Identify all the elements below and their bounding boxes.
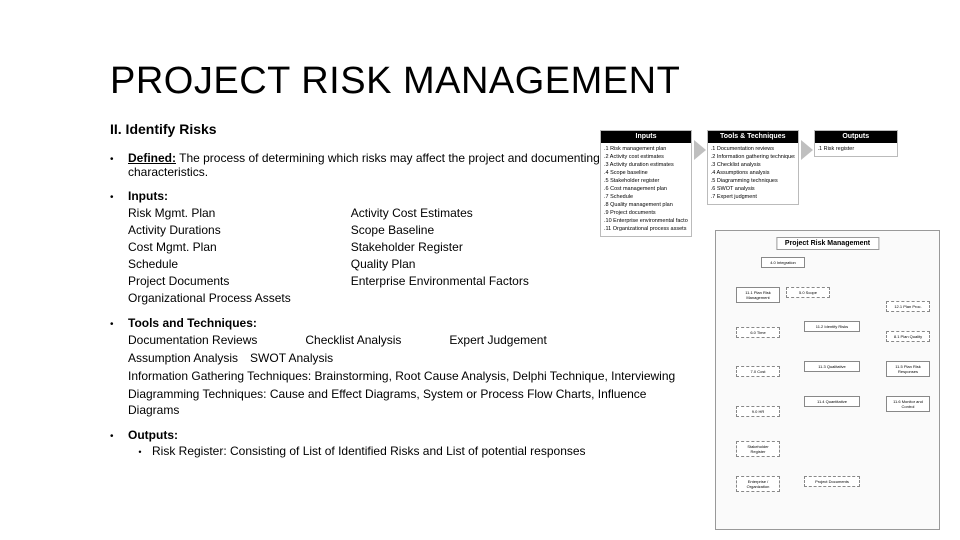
outputs-item: Risk Register: Consisting of List of Ide… <box>152 444 586 458</box>
page-title: PROJECT RISK MANAGEMENT <box>110 60 960 103</box>
tools-label: Tools and Techniques: <box>128 316 257 330</box>
inputs-item: Schedule <box>128 256 291 272</box>
flow-node: 5.0 Scope <box>786 287 830 298</box>
inputs-item: Risk Mgmt. Plan <box>128 205 291 221</box>
inputs-item: Project Documents <box>128 273 291 289</box>
inputs-col-2: Activity Cost EstimatesScope BaselineSta… <box>351 205 529 306</box>
inputs-item: Scope Baseline <box>351 222 529 238</box>
flow-node: 4.0 Integration <box>761 257 805 268</box>
tools-line: Diagramming Techniques: Cause and Effect… <box>128 386 688 418</box>
flow-node: 11.2 Identify Risks <box>804 321 860 332</box>
inputs-item: Activity Durations <box>128 222 291 238</box>
flow-node: Enterprise / Organization <box>736 476 780 492</box>
inputs-label: Inputs: <box>128 189 168 203</box>
outputs-label: Outputs: <box>128 428 178 442</box>
flow-node: 8.1 Plan Quality <box>886 331 930 342</box>
defined-label: Defined: <box>128 151 176 165</box>
tools-line: Assumption Analysis SWOT Analysis <box>128 350 688 366</box>
flow-node: 7.0 Cost <box>736 366 780 377</box>
inputs-item: Enterprise Environmental Factors <box>351 273 529 289</box>
defined-text: The process of determining which risks m… <box>128 151 626 179</box>
flow-node: Stakeholder Register <box>736 441 780 457</box>
tools-lines: Documentation Reviews Checklist Analysis… <box>128 332 688 418</box>
inputs-item: Activity Cost Estimates <box>351 205 529 221</box>
flow-node: Project Documents <box>804 476 860 487</box>
flow-header: Project Risk Management <box>776 237 879 250</box>
inputs-item: Organizational Process Assets <box>128 290 291 306</box>
flow-node: 11.5 Plan Risk Responses <box>886 361 930 377</box>
inputs-item: Cost Mgmt. Plan <box>128 239 291 255</box>
ito-thumbnail: Inputs.1 Risk management plan.2 Activity… <box>600 130 900 237</box>
inputs-item: Stakeholder Register <box>351 239 529 255</box>
tools-line: Documentation Reviews Checklist Analysis… <box>128 332 688 348</box>
flow-node: 9.0 HR <box>736 406 780 417</box>
inputs-col-1: Risk Mgmt. PlanActivity DurationsCost Mg… <box>128 205 291 306</box>
flow-node: 12.1 Plan Proc. <box>886 301 930 312</box>
flow-node: 11.3 Qualitative <box>804 361 860 372</box>
flow-node: 11.6 Monitor and Control <box>886 396 930 412</box>
flow-diagram: Project Risk Management 4.0 Integration 1… <box>715 230 940 530</box>
tools-line: Information Gathering Techniques: Brains… <box>128 368 688 384</box>
flow-node: 11.4 Quantitative <box>804 396 860 407</box>
inputs-item: Quality Plan <box>351 256 529 272</box>
flow-node: 11.1 Plan Risk Management <box>736 287 780 303</box>
flow-node: 6.0 Time <box>736 327 780 338</box>
